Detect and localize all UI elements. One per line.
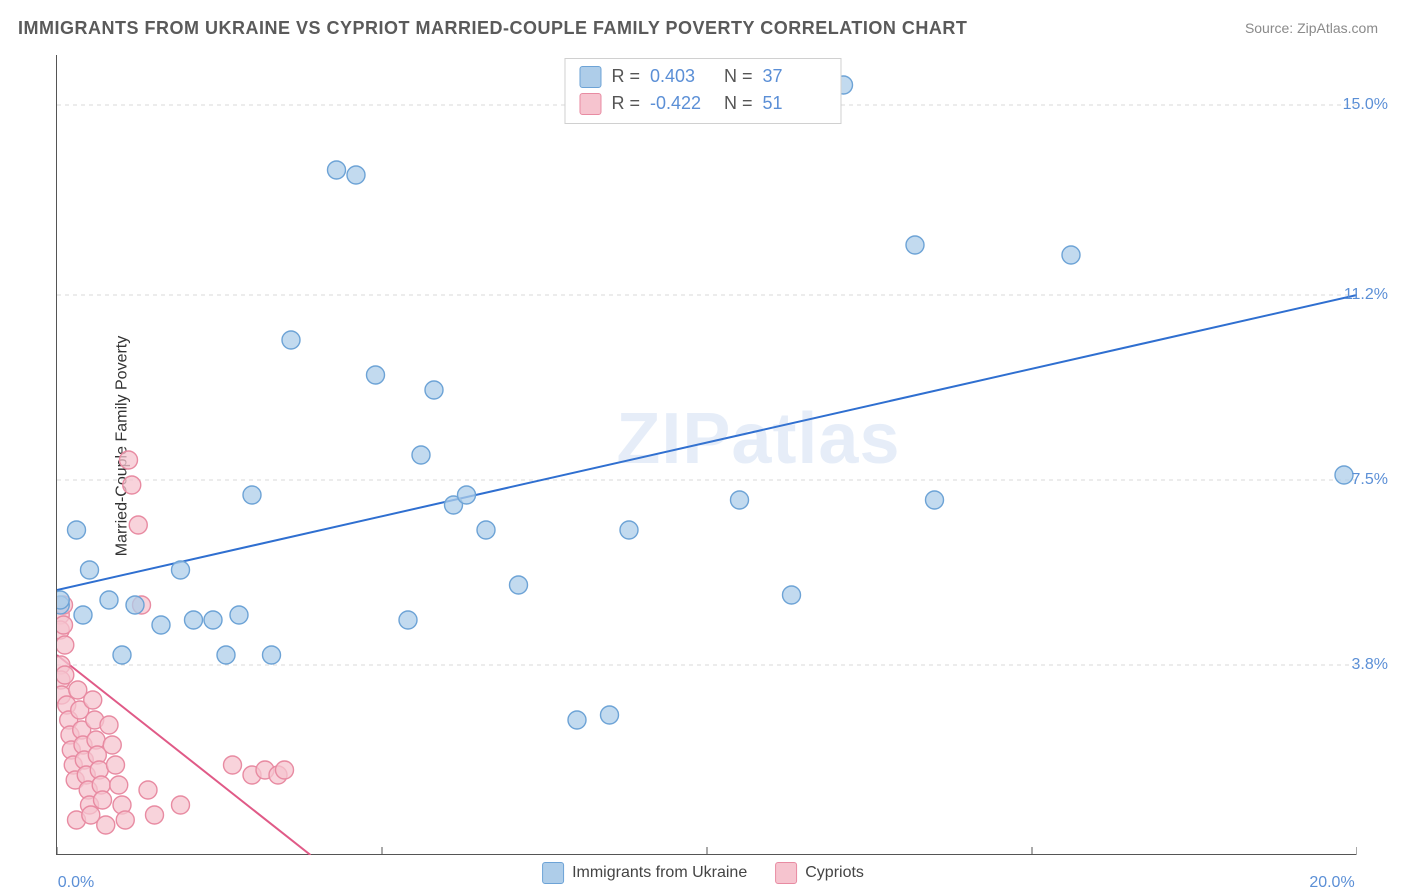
- swatch-blue-icon: [579, 66, 601, 88]
- legend-item-pink: Cypriots: [775, 862, 864, 884]
- legend-item-blue: Immigrants from Ukraine: [542, 862, 747, 884]
- source-attribution: Source: ZipAtlas.com: [1245, 20, 1378, 36]
- y-tick-label: 7.5%: [1352, 471, 1388, 489]
- legend-label-pink: Cypriots: [805, 864, 864, 882]
- chart-container: IMMIGRANTS FROM UKRAINE VS CYPRIOT MARRI…: [0, 0, 1406, 892]
- n-label: N =: [724, 90, 753, 117]
- legend-label-blue: Immigrants from Ukraine: [572, 864, 747, 882]
- y-tick-label: 3.8%: [1352, 656, 1388, 674]
- swatch-pink-icon: [579, 93, 601, 115]
- r-value-blue: 0.403: [650, 63, 714, 90]
- source-name: ZipAtlas.com: [1297, 20, 1378, 36]
- r-label: R =: [611, 90, 640, 117]
- r-value-pink: -0.422: [650, 90, 714, 117]
- r-label: R =: [611, 63, 640, 90]
- plot-area: ZIPatlas: [56, 55, 1356, 855]
- n-value-blue: 37: [763, 63, 827, 90]
- stats-row-blue: R = 0.403 N = 37: [579, 63, 826, 90]
- bottom-legend: Immigrants from Ukraine Cypriots: [542, 862, 864, 884]
- swatch-pink-icon: [775, 862, 797, 884]
- source-label: Source:: [1245, 20, 1293, 36]
- scatter-svg: [57, 55, 1357, 855]
- y-tick-label: 11.2%: [1344, 286, 1388, 304]
- stats-row-pink: R = -0.422 N = 51: [579, 90, 826, 117]
- x-tick-min: 0.0%: [58, 874, 94, 892]
- stats-legend-box: R = 0.403 N = 37 R = -0.422 N = 51: [564, 58, 841, 124]
- chart-title: IMMIGRANTS FROM UKRAINE VS CYPRIOT MARRI…: [18, 18, 967, 39]
- swatch-blue-icon: [542, 862, 564, 884]
- y-tick-label: 15.0%: [1343, 96, 1388, 114]
- n-label: N =: [724, 63, 753, 90]
- n-value-pink: 51: [763, 90, 827, 117]
- x-tick-max: 20.0%: [1309, 874, 1354, 892]
